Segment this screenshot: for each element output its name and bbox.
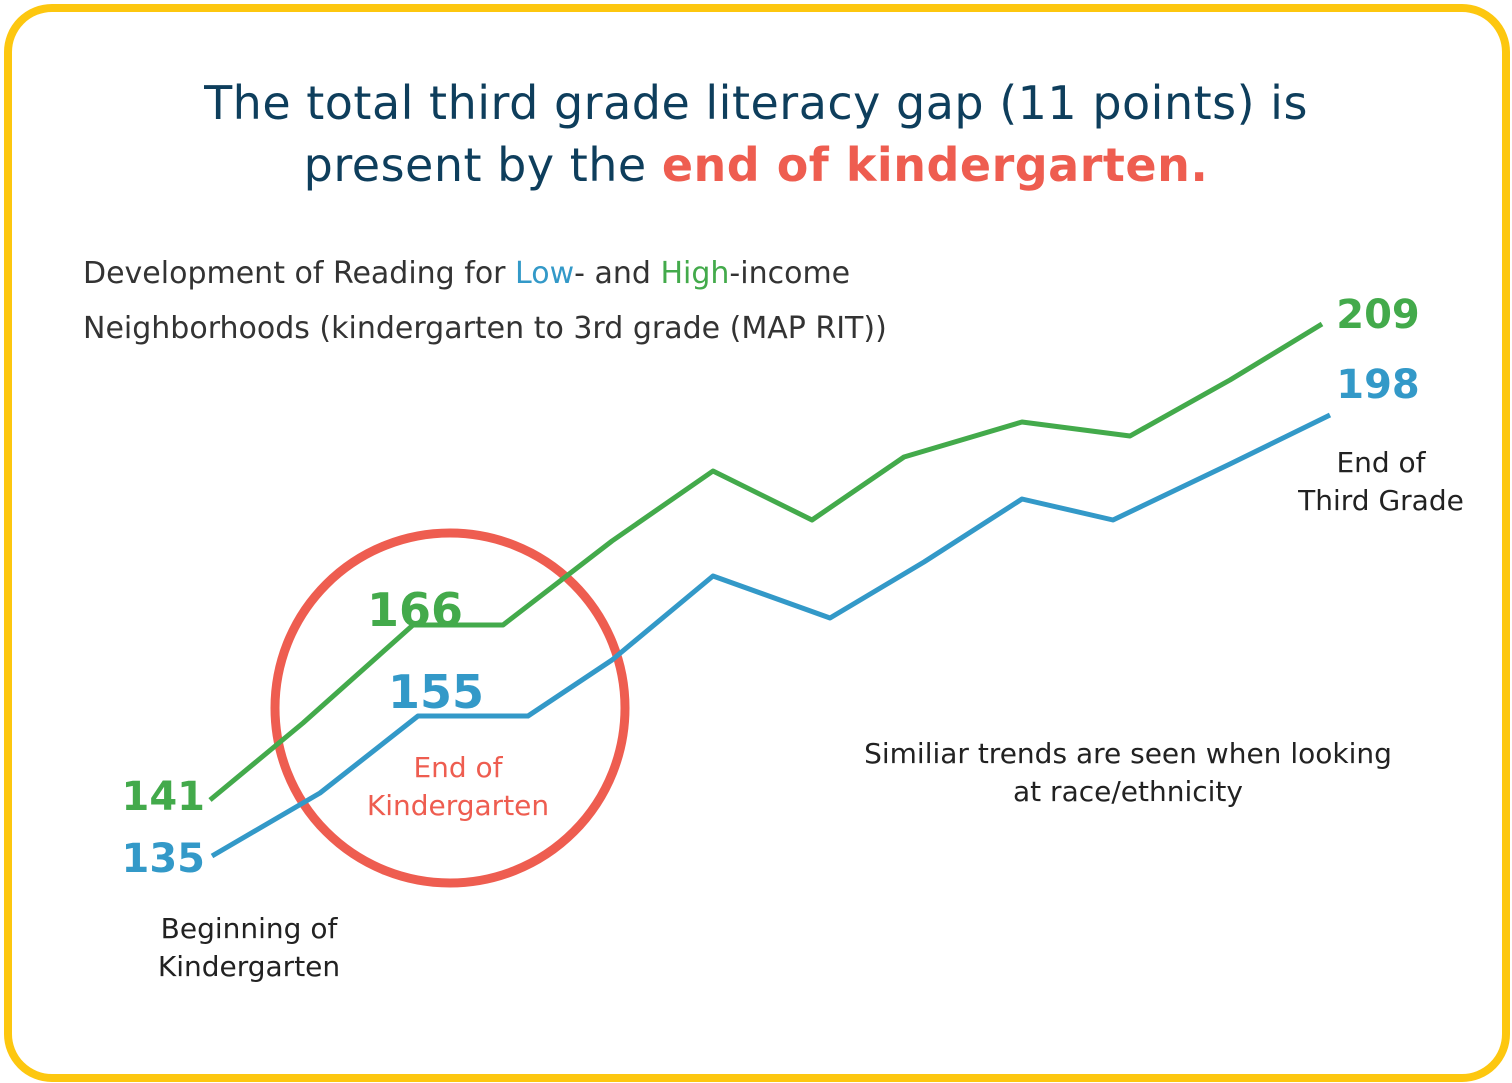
note-line-2: at race/ethnicity bbox=[1013, 775, 1243, 808]
subtitle-high: High bbox=[660, 256, 730, 291]
high-end-label: 209 bbox=[1336, 292, 1420, 338]
end-third-grade-line-1: End of bbox=[1336, 446, 1426, 479]
title-emphasis: end of kindergarten. bbox=[661, 138, 1209, 192]
low-start-label: 135 bbox=[122, 836, 206, 882]
subtitle-part-2: - and bbox=[574, 256, 661, 291]
beginning-kindergarten-line-1: Beginning of bbox=[161, 912, 339, 945]
high-mid-label: 166 bbox=[367, 583, 463, 637]
chart-title: The total third grade literacy gap (11 p… bbox=[0, 72, 1512, 196]
end-kindergarten-line-1: End of bbox=[413, 751, 503, 784]
beginning-kindergarten-line-2: Kindergarten bbox=[158, 950, 340, 983]
high-start-label: 141 bbox=[122, 774, 206, 820]
end-third-grade-line-2: Third Grade bbox=[1297, 484, 1464, 517]
note-line-1: Similiar trends are seen when looking bbox=[864, 737, 1392, 770]
low-end-label: 198 bbox=[1336, 362, 1420, 408]
subtitle-low: Low bbox=[515, 256, 575, 291]
low-mid-label: 155 bbox=[388, 665, 484, 719]
end-kindergarten-line-2: Kindergarten bbox=[367, 789, 549, 822]
high-income-line bbox=[208, 321, 1324, 802]
subtitle-line-1: Development of Reading for Low- and High… bbox=[83, 246, 983, 301]
title-line-1: The total third grade literacy gap (11 p… bbox=[204, 76, 1308, 130]
title-line-2: present by the end of kindergarten. bbox=[0, 134, 1512, 196]
subtitle-part-3: -income bbox=[729, 256, 851, 291]
card-frame bbox=[4, 4, 1510, 1082]
chart-subtitle: Development of Reading for Low- and High… bbox=[83, 246, 983, 356]
low-income-line bbox=[210, 412, 1332, 859]
end-of-kindergarten-circle bbox=[270, 528, 630, 888]
subtitle-part-1: Development of Reading for bbox=[83, 256, 516, 291]
series-layer bbox=[208, 321, 1332, 859]
subtitle-line-2: Neighborhoods (kindergarten to 3rd grade… bbox=[83, 311, 887, 346]
title-line-2-prefix: present by the bbox=[303, 138, 662, 192]
